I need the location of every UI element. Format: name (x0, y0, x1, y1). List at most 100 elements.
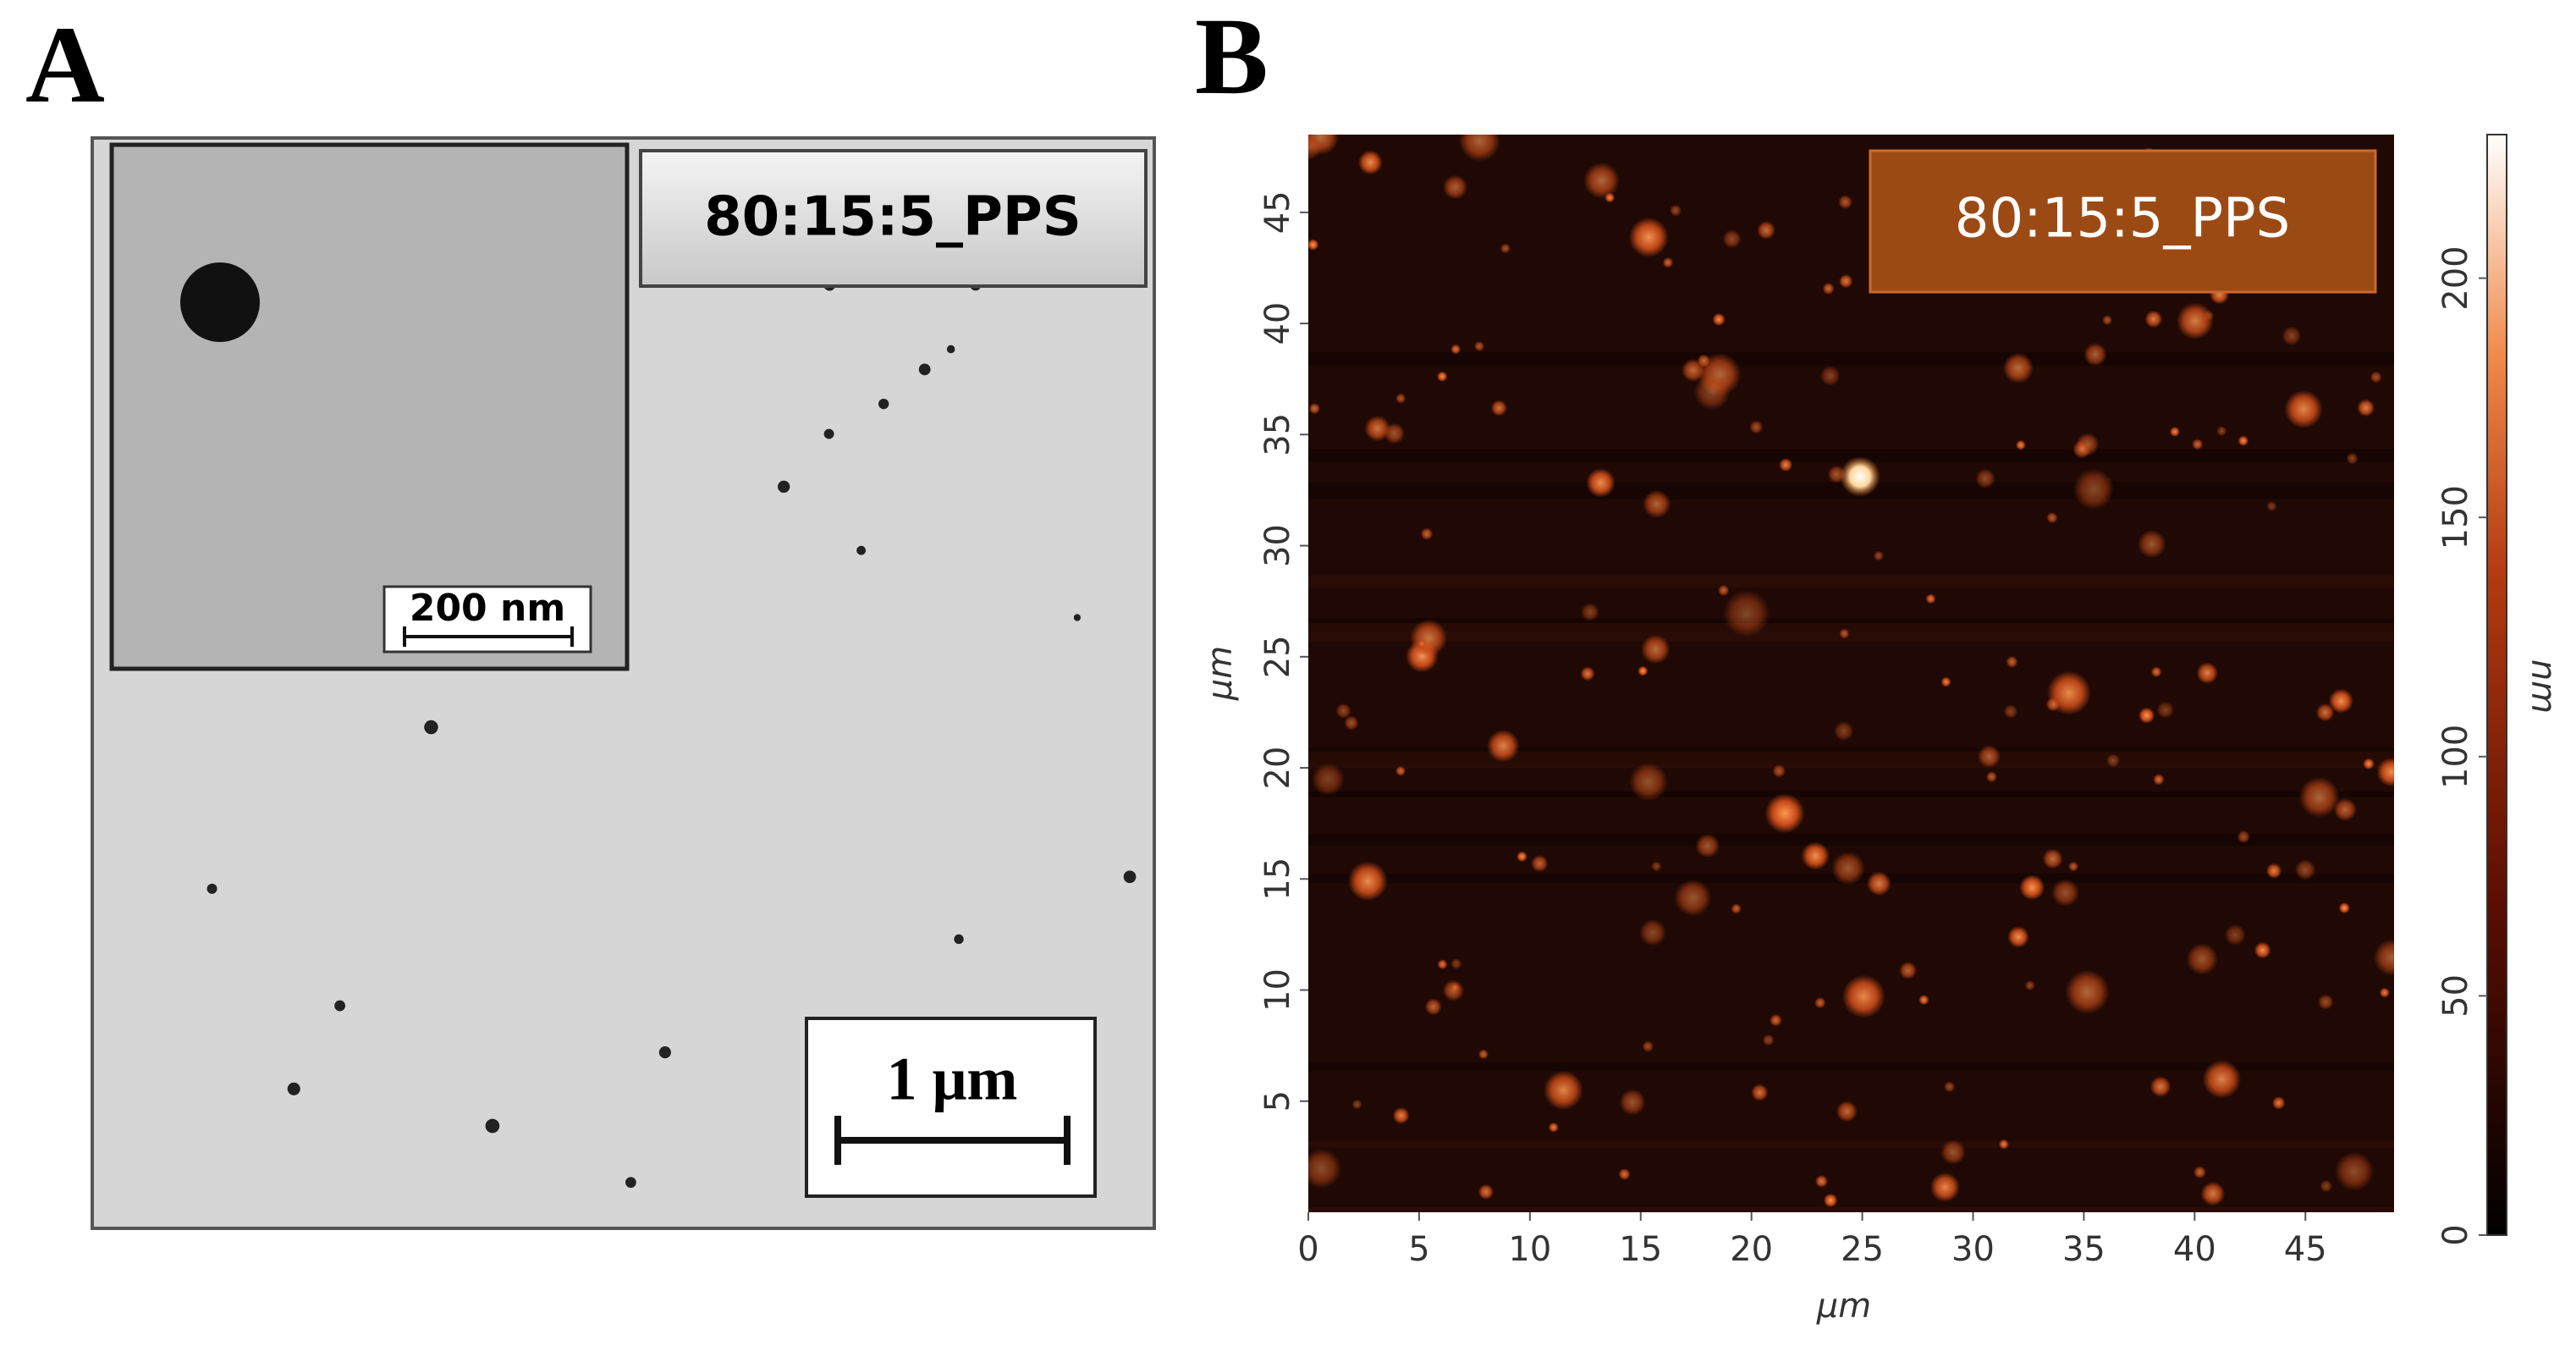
particle (1823, 1193, 1838, 1208)
particle (954, 934, 964, 945)
particle (2177, 302, 2214, 339)
y-tick-label: 45 (1258, 190, 1297, 234)
particle (1544, 1070, 1583, 1111)
particle (1779, 458, 1793, 472)
colorbar-tick-label: 0 (2436, 1224, 2475, 1245)
particle (1839, 274, 1853, 289)
colorbar-label: nm (2524, 659, 2562, 714)
particle (778, 480, 790, 494)
x-tick-label: 35 (2062, 1230, 2105, 1269)
particle (1628, 217, 1669, 257)
particle (1364, 415, 1390, 442)
particle (1751, 1084, 1769, 1101)
y-tick-label: 40 (1258, 302, 1297, 345)
particle (1604, 192, 1616, 203)
particle (2002, 352, 2034, 383)
particle (1749, 420, 1764, 434)
inset-image (109, 142, 630, 671)
y-tick-label: 25 (1258, 635, 1297, 678)
particle (334, 1000, 346, 1012)
particle (2284, 389, 2323, 429)
particle (2315, 703, 2335, 722)
particle (1123, 870, 1137, 884)
particle (946, 345, 955, 354)
x-tick-label: 0 (1297, 1230, 1318, 1269)
particle (2282, 326, 2302, 346)
inset-particle (180, 262, 260, 342)
particle (2320, 1179, 2333, 1193)
particle (2254, 941, 2271, 959)
particle (1643, 489, 1671, 518)
y-tick-label: 20 (1258, 747, 1297, 790)
particle (2363, 758, 2375, 770)
particle (2169, 426, 2180, 438)
particle (1651, 861, 1662, 872)
particle (2193, 1166, 2206, 1179)
particle (2294, 859, 2316, 880)
particle (1834, 721, 1854, 742)
particle (1822, 282, 1835, 295)
particle (1437, 371, 1448, 382)
particle (1674, 879, 1712, 917)
particle (2149, 1076, 2171, 1097)
x-tick-label: 30 (1951, 1230, 1995, 1269)
particle (1670, 204, 1682, 217)
particle (658, 1046, 671, 1059)
particle (2024, 980, 2035, 991)
y-axis-label: μm (1201, 646, 1240, 701)
particle (1762, 1034, 1775, 1046)
particle (2216, 426, 2227, 437)
particle (1985, 771, 1997, 783)
sample-label: 80:15:5_PPS (704, 186, 1082, 249)
particle (2379, 987, 2390, 998)
colorbar (2486, 134, 2507, 1236)
particle (1712, 312, 1726, 326)
scan-streak (1308, 575, 2394, 588)
particle (2019, 874, 2045, 901)
particle (2334, 1151, 2374, 1191)
particle (1450, 344, 1461, 355)
colorbar-tick-label: 50 (2436, 974, 2475, 1018)
particle (1814, 996, 1826, 1009)
panel-label: B (1195, 0, 1269, 118)
particle (1697, 354, 1711, 368)
particle (1723, 590, 1770, 637)
particle (1998, 1139, 2009, 1150)
x-tick-label: 40 (2173, 1230, 2216, 1269)
scale-bar (834, 1116, 1071, 1165)
particle (1586, 468, 1616, 498)
particle (1437, 959, 1448, 970)
particle (2007, 926, 2029, 948)
particle (1838, 195, 1852, 210)
scan-streak (1308, 834, 2394, 847)
particle (287, 1082, 300, 1095)
particle (1873, 550, 1884, 561)
x-tick-label: 5 (1408, 1230, 1429, 1269)
x-tick-label: 10 (1508, 1230, 1551, 1269)
particle (1351, 1099, 1362, 1110)
particle (2271, 1096, 2286, 1110)
panel-label: A (25, 4, 105, 126)
particle (1770, 1013, 1782, 1027)
particle (2144, 310, 2163, 328)
particle (1836, 1101, 1858, 1123)
particle (2003, 704, 2018, 719)
particle (1410, 619, 1447, 657)
particle (1629, 762, 1668, 802)
particle (1473, 340, 1485, 352)
particle (2072, 440, 2091, 459)
particle (1308, 402, 1320, 415)
particle (1801, 841, 1830, 870)
particle (1840, 456, 1880, 497)
particle (1308, 135, 1322, 161)
particle (206, 883, 217, 894)
particle (1638, 665, 1649, 676)
particle (1344, 715, 1359, 731)
particle (1583, 163, 1620, 199)
afm-image (1308, 135, 2394, 1212)
x-axis-label: μm (1816, 1287, 1871, 1326)
particle (1531, 854, 1549, 873)
particle (1839, 628, 1850, 639)
particle (2046, 511, 2058, 524)
particle (1395, 765, 1406, 776)
